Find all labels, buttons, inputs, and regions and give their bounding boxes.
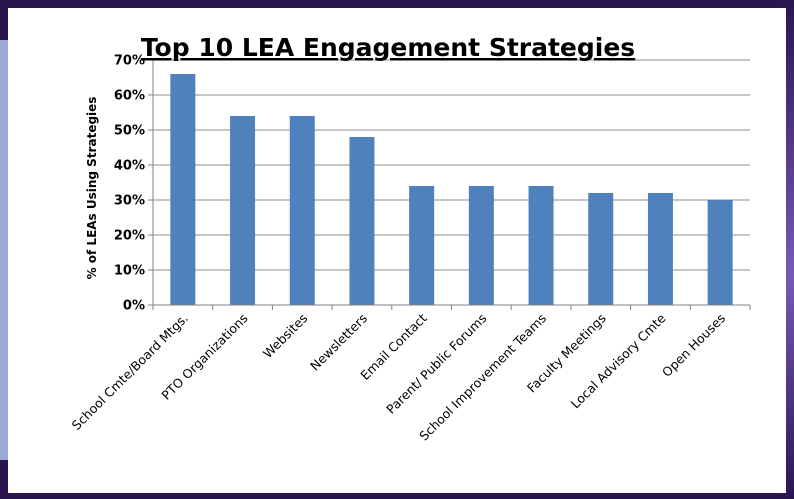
y-tick-label: 40%	[114, 159, 145, 174]
x-tick-label: Parent/ Public Forums	[383, 311, 489, 417]
bar	[289, 116, 315, 305]
bar	[230, 116, 256, 305]
bar	[409, 186, 435, 305]
x-tick-labels: School Cmte/Board Mtgs.PTO Organizations…	[69, 310, 729, 443]
bar	[707, 200, 733, 305]
bar	[528, 186, 554, 305]
y-tick-label: 30%	[114, 194, 145, 209]
y-tick-label: 60%	[114, 89, 145, 104]
bar	[468, 186, 494, 305]
chart-panel: 0% 10% 20% 30% 40% 50% 60% 70% School Cmte/Boar…	[8, 8, 786, 493]
bar	[588, 193, 614, 305]
bar	[647, 193, 673, 305]
y-tick-label: 70%	[114, 54, 145, 69]
bars	[170, 74, 733, 305]
y-axis-label: % of LEAs Using Strategies	[85, 97, 99, 280]
chart-title: Top 10 LEA Engagement Strategies	[141, 33, 635, 62]
y-tick-label: 10%	[114, 264, 145, 279]
bar	[349, 137, 375, 305]
y-tick-label: 20%	[114, 229, 145, 244]
axes	[152, 60, 750, 306]
x-tick-label: Open Houses	[659, 311, 728, 380]
y-tick-label: 50%	[114, 124, 145, 139]
x-tick-label: Newsletters	[307, 311, 370, 374]
x-tick-label: School Improvement Teams	[416, 311, 549, 444]
bar	[170, 74, 196, 305]
x-tick-label: Websites	[260, 311, 310, 361]
bar-chart: 0% 10% 20% 30% 40% 50% 60% 70% School Cmte/Boar…	[69, 33, 751, 444]
x-tick-label: School Cmte/Board Mtgs.	[69, 311, 191, 433]
y-tick-label: 0%	[123, 299, 145, 314]
y-tick-labels: 0% 10% 20% 30% 40% 50% 60% 70%	[114, 54, 145, 314]
